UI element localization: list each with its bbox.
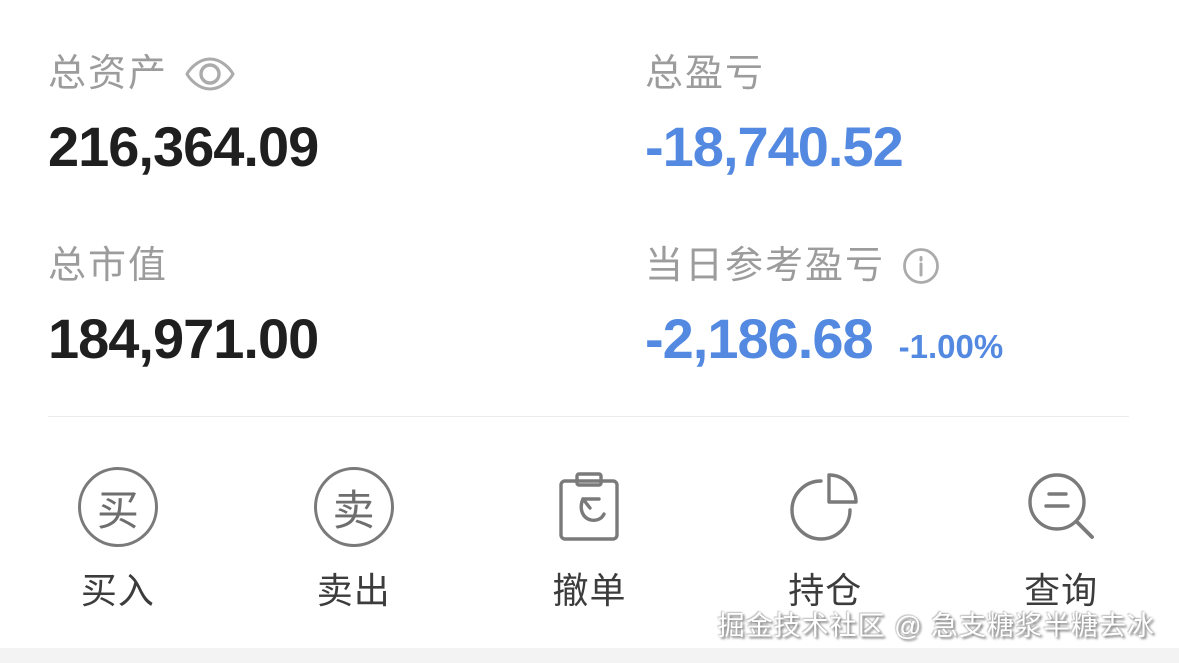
total-assets-cell: 总资产 216,364.09	[48, 52, 645, 178]
positions-pie-icon	[783, 465, 867, 549]
cancel-order-button-label: 撤单	[552, 570, 627, 611]
daily-reference-pnl-percent: -1.00%	[898, 328, 1004, 365]
total-pnl-cell: 总盈亏 -18,740.52	[645, 52, 1131, 178]
total-market-value-value: 184,971.00	[48, 307, 319, 370]
sell-button[interactable]: 卖 卖出	[236, 465, 472, 611]
bottom-strip	[0, 648, 1179, 663]
total-pnl-value: -18,740.52	[645, 115, 904, 178]
total-assets-value: 216,364.09	[48, 115, 319, 178]
buy-button-label: 买入	[80, 570, 155, 611]
query-button-label: 查询	[1024, 570, 1099, 611]
cancel-order-button[interactable]: 撤单	[472, 465, 708, 611]
sell-circle-icon: 卖	[312, 465, 396, 549]
total-pnl-label: 总盈亏	[645, 53, 766, 95]
cancel-order-clipboard-icon	[547, 465, 631, 549]
daily-reference-pnl-label: 当日参考盈亏	[645, 245, 886, 287]
buy-circle-icon: 买	[76, 465, 160, 549]
section-divider	[48, 416, 1129, 417]
eye-icon[interactable]	[184, 53, 236, 95]
info-icon[interactable]	[901, 246, 941, 286]
total-market-value-label: 总市值	[48, 245, 169, 287]
positions-button-label: 持仓	[788, 570, 863, 611]
daily-reference-pnl-cell: 当日参考盈亏 -2,186.68 -1.00%	[645, 244, 1131, 370]
sell-button-label: 卖出	[316, 570, 391, 611]
watermark-text: 掘金技术社区 @ 急支糖浆半糖去冰	[717, 611, 1155, 641]
positions-button[interactable]: 持仓	[707, 465, 943, 611]
action-bar: 买 买入 卖 卖出 撤单 持仓	[0, 465, 1179, 611]
buy-button[interactable]: 买 买入	[0, 465, 236, 611]
daily-reference-pnl-value: -2,186.68	[645, 307, 874, 370]
query-button[interactable]: 查询	[943, 465, 1179, 611]
total-assets-label: 总资产	[48, 53, 169, 95]
total-market-value-cell: 总市值 184,971.00	[48, 244, 645, 370]
account-summary: 总资产 216,364.09 总盈亏 -18,740.52 总市值 184,97…	[48, 52, 1131, 370]
query-search-icon	[1019, 465, 1103, 549]
